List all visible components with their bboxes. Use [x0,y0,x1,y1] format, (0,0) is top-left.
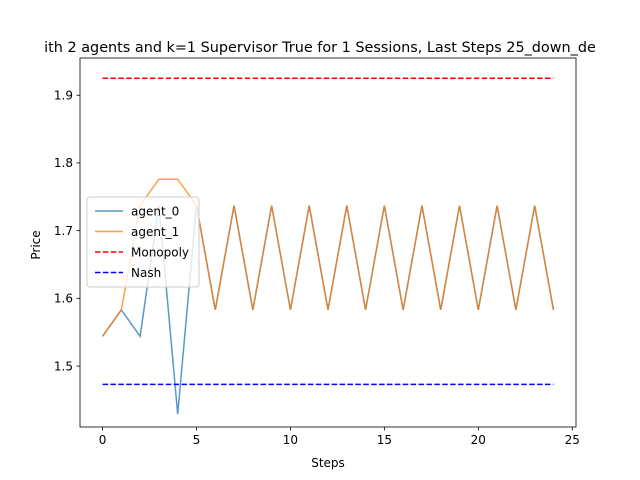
legend-label-nash: Nash [131,266,161,280]
x-tick-label: 20 [471,433,486,447]
y-axis-label: Price [29,230,43,259]
legend-label-agent-0: agent_0 [131,204,179,218]
x-axis-label: Steps [311,456,345,470]
y-tick-label: 1.6 [54,292,73,306]
y-tick-label: 1.9 [54,89,73,103]
y-tick-label: 1.8 [54,156,73,170]
axes-frame [79,57,577,428]
series-line-agent-1 [101,178,555,337]
y-tick-label: 1.5 [54,359,73,373]
legend-label-agent-1: agent_1 [131,225,179,239]
plot-area: 0 5 10 15 20 25 1.5 1.6 1.7 1.8 1.9 [54,57,580,447]
x-tick-label: 0 [99,433,107,447]
legend: agent_0 agent_1 Monopoly Nash [86,196,200,288]
x-tick-label: 5 [193,433,201,447]
y-tick-label: 1.7 [54,224,73,238]
legend-box [86,196,200,288]
x-tick-label: 25 [565,433,580,447]
x-tick-label: 10 [283,433,298,447]
x-tick-label: 15 [377,433,392,447]
chart-title: ith 2 agents and k=1 Supervisor True for… [44,40,596,56]
legend-label-monopoly: Monopoly [131,245,189,259]
